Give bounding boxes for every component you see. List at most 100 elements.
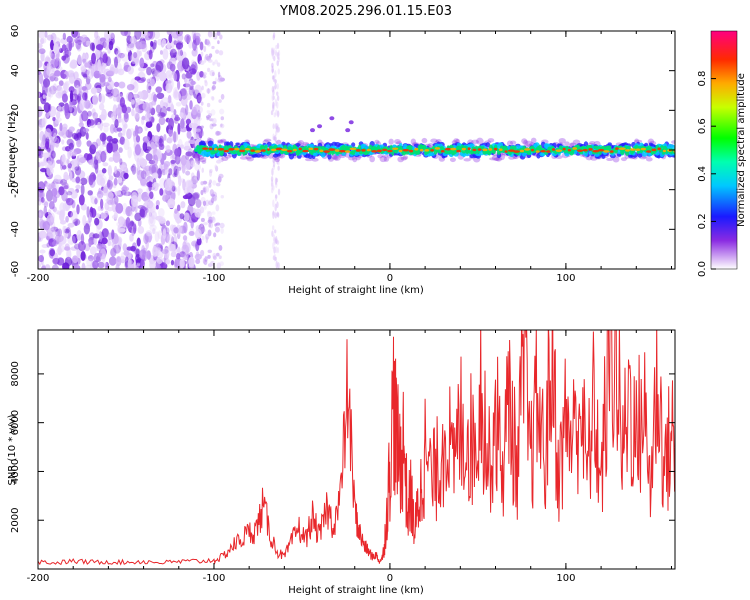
noise-cell <box>143 209 152 218</box>
noise-cell <box>130 245 136 252</box>
signal-peak-cell <box>513 150 521 153</box>
noise-cell <box>99 132 107 142</box>
noise-cell <box>194 228 202 240</box>
signal-band-cell <box>379 155 387 163</box>
noise-cell <box>81 262 86 269</box>
signal-band-cell <box>487 138 495 143</box>
noise-cell <box>91 141 99 150</box>
scatter-cell <box>200 101 204 106</box>
noise-cell <box>66 248 72 260</box>
noise-cell <box>39 130 45 142</box>
signal-peak-cell <box>408 149 414 153</box>
scatter-cell <box>211 123 217 127</box>
noise-cell <box>102 185 108 194</box>
scatter-cell <box>202 74 207 79</box>
stripe-cell <box>272 95 275 100</box>
signal-peak-cell <box>313 147 319 151</box>
noise-cell <box>113 81 120 88</box>
signal-band-cell <box>608 145 612 151</box>
signal-band-cell <box>509 140 517 145</box>
scatter-cell <box>205 233 210 240</box>
stripe-cell <box>276 83 279 90</box>
noise-cell <box>176 167 180 180</box>
stripe-cell <box>276 60 279 66</box>
noise-cell <box>167 136 173 144</box>
noise-cell <box>78 194 85 206</box>
stripe-cell <box>272 102 275 107</box>
noise-cell <box>161 38 167 47</box>
colorbar-tick-label: 0.6 <box>697 118 708 134</box>
noise-cell <box>100 150 107 163</box>
scatter-cell <box>217 139 220 147</box>
scatter-cell <box>201 85 204 91</box>
noise-cell <box>153 182 157 187</box>
noise-cell <box>72 235 76 244</box>
scatter-cell <box>211 216 215 221</box>
signal-peak-cell <box>472 148 477 152</box>
noise-cell <box>134 31 142 40</box>
noise-cell <box>42 152 51 159</box>
snr-y-tick-label: 6000 <box>10 410 21 435</box>
noise-cell <box>50 53 56 60</box>
noise-cell <box>157 111 166 118</box>
noise-cell <box>47 86 52 98</box>
noise-cell <box>111 141 119 153</box>
noise-cell <box>146 81 152 94</box>
noise-cell <box>88 240 92 248</box>
noise-cell <box>89 42 95 51</box>
noise-cell <box>55 118 60 125</box>
noise-cell <box>139 249 146 260</box>
noise-cell <box>116 127 123 132</box>
spectrogram-y-axis-label: Frequency (Hz) <box>7 112 18 188</box>
scatter-cell <box>209 179 212 184</box>
noise-cell <box>66 191 73 196</box>
signal-peak-cell <box>635 148 641 152</box>
signal-band-cell <box>393 149 398 154</box>
noise-cell <box>94 118 98 126</box>
noise-cell <box>163 134 167 141</box>
noise-cell <box>43 114 48 124</box>
noise-cell <box>137 188 143 194</box>
scatter-cell <box>212 197 217 202</box>
signal-spur <box>329 116 335 121</box>
signal-peak-cell <box>540 149 546 153</box>
stripe-cell <box>277 262 280 269</box>
signal-peak-cell <box>387 149 393 153</box>
noise-cell <box>108 32 115 40</box>
scatter-cell <box>209 189 214 196</box>
scatter-cell <box>215 222 221 226</box>
noise-cell <box>153 39 158 47</box>
noise-cell <box>38 255 44 263</box>
scatter-cell <box>209 123 214 130</box>
noise-cell <box>81 110 89 122</box>
noise-cell <box>72 264 81 269</box>
signal-band-cell <box>525 140 533 147</box>
noise-cell <box>142 32 151 37</box>
stripe-cell <box>276 42 280 49</box>
stripe-cell <box>276 125 279 133</box>
noise-cell <box>50 58 58 69</box>
noise-cell <box>119 97 126 108</box>
signal-peak-cell <box>371 150 378 153</box>
stripe-cell <box>273 237 277 246</box>
noise-cell <box>62 262 70 269</box>
noise-cell <box>149 205 155 213</box>
noise-cell <box>67 222 75 228</box>
noise-cell <box>137 91 144 100</box>
noise-cell <box>63 185 69 190</box>
scatter-cell <box>209 70 215 77</box>
signal-peak-cell <box>597 148 605 152</box>
noise-cell <box>41 117 46 128</box>
signal-peak-cell <box>419 148 424 152</box>
noise-cell <box>182 178 186 191</box>
signal-peak-cell <box>530 148 535 152</box>
noise-cell <box>176 247 181 254</box>
noise-cell <box>87 211 93 223</box>
scatter-cell <box>209 169 213 177</box>
stripe-cell <box>275 181 278 189</box>
noise-cell <box>165 144 171 153</box>
noise-cell <box>150 63 155 68</box>
noise-cell <box>59 220 67 225</box>
noise-cell <box>64 102 70 114</box>
noise-cell <box>98 93 106 105</box>
